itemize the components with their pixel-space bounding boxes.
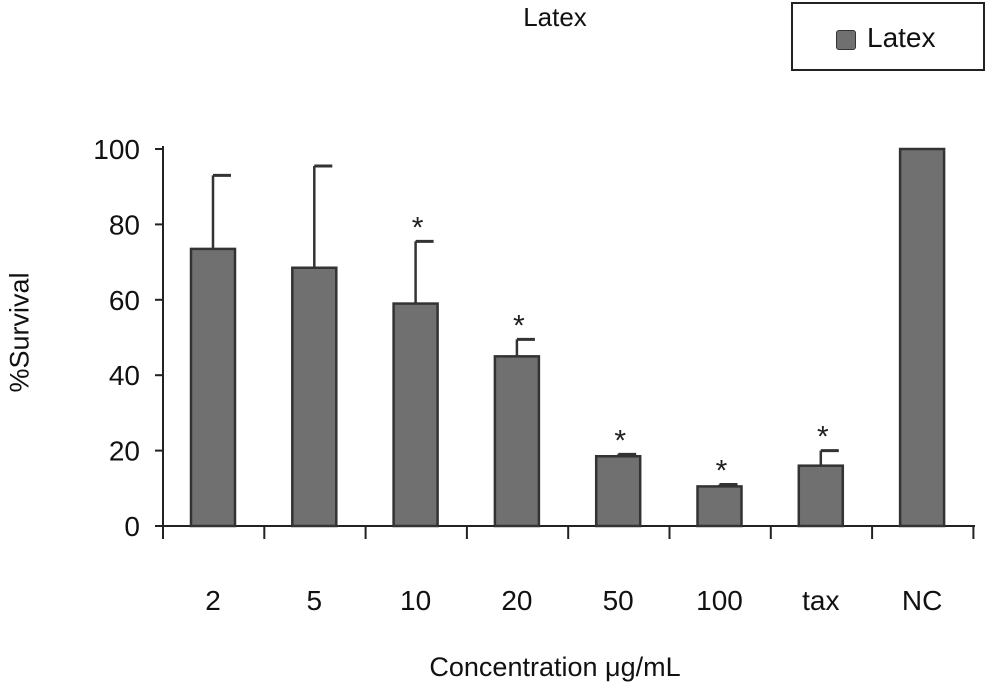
y-tick-label-40: 40 — [109, 360, 140, 391]
x-axis-label: Concentration μg/mL — [429, 652, 681, 682]
bar-20 — [493, 355, 541, 528]
x-tick-label-NC: NC — [902, 585, 942, 616]
x-tick-label-50: 50 — [603, 585, 634, 616]
x-tick-label-100: 100 — [696, 585, 743, 616]
bar-100 — [696, 485, 743, 528]
x-tick-label-tax: tax — [802, 585, 839, 616]
x-tick-label-20: 20 — [501, 585, 532, 616]
y-tick-label-0: 0 — [124, 511, 140, 542]
legend: Latex — [791, 2, 985, 71]
x-tick-label-10: 10 — [400, 585, 431, 616]
bar-5 — [291, 266, 338, 528]
significance-marker-10: * — [412, 211, 424, 244]
significance-marker-tax: * — [817, 421, 829, 454]
y-tick-label-20: 20 — [109, 436, 140, 467]
bar-2 — [189, 247, 237, 528]
x-tick-label-5: 5 — [307, 585, 323, 616]
significance-marker-100: * — [716, 455, 728, 488]
legend-label-latex: Latex — [867, 22, 936, 53]
bar-tax — [797, 464, 845, 528]
x-tick-label-2: 2 — [205, 585, 221, 616]
significance-marker-50: * — [614, 424, 626, 457]
bar-NC — [898, 147, 946, 528]
legend-swatch-latex — [836, 30, 856, 50]
y-tick-label-60: 60 — [109, 285, 140, 316]
y-tick-label-100: 100 — [93, 134, 140, 165]
significance-marker-20: * — [513, 309, 525, 342]
y-tick-label-80: 80 — [109, 209, 140, 240]
bar-50 — [594, 455, 642, 528]
bar-10 — [392, 302, 439, 528]
chart-title: Latex — [523, 2, 587, 32]
